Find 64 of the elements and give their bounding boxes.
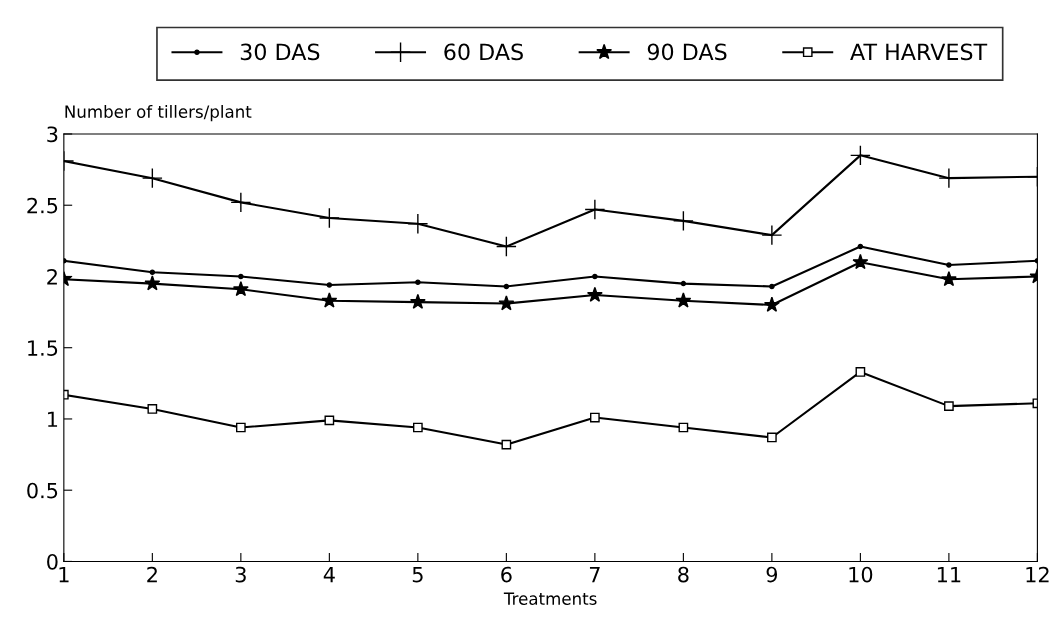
point bbox=[63, 258, 67, 264]
point bbox=[144, 275, 161, 291]
point bbox=[498, 295, 515, 311]
point bbox=[586, 286, 603, 302]
x-tick-label: 8 bbox=[678, 566, 689, 583]
point bbox=[584, 199, 606, 220]
y-tick-label: 2.5 bbox=[27, 197, 58, 214]
point bbox=[769, 283, 775, 290]
x-tick-label: 11 bbox=[937, 566, 961, 583]
x-tick-label: 3 bbox=[235, 566, 246, 583]
point bbox=[940, 270, 957, 287]
point bbox=[849, 144, 871, 166]
y-axis-title: Number of tillers/plant bbox=[65, 105, 252, 122]
point bbox=[680, 280, 687, 287]
point bbox=[761, 224, 783, 246]
point bbox=[855, 367, 866, 377]
y-tick-label: 1 bbox=[48, 411, 58, 427]
point bbox=[763, 296, 780, 312]
point bbox=[147, 404, 158, 414]
legend-label: 90 DAS bbox=[647, 43, 727, 61]
point bbox=[495, 236, 517, 257]
x-axis-title: Treatments bbox=[503, 592, 597, 605]
point bbox=[238, 273, 244, 280]
point bbox=[672, 210, 694, 232]
point bbox=[503, 283, 510, 290]
legend-label: 30 DAS bbox=[240, 43, 320, 61]
point bbox=[230, 191, 252, 213]
point bbox=[321, 292, 338, 308]
y-tick-label: 0 bbox=[47, 553, 58, 570]
point bbox=[413, 422, 423, 433]
x-tick-label: 9 bbox=[766, 566, 778, 583]
x-tick-label: 7 bbox=[589, 566, 600, 583]
point bbox=[409, 293, 426, 309]
point bbox=[324, 415, 335, 426]
x-tick-label: 6 bbox=[501, 566, 512, 583]
point bbox=[318, 207, 340, 229]
point bbox=[415, 279, 421, 285]
point bbox=[232, 280, 249, 297]
point bbox=[235, 422, 246, 433]
legend-label: AT HARVEST bbox=[850, 43, 988, 61]
y-tick-label: 2 bbox=[47, 268, 57, 285]
y-tick-label: 3 bbox=[47, 126, 58, 143]
point bbox=[407, 213, 429, 235]
x-tick-label: 12 bbox=[1026, 566, 1049, 583]
y-tick-label: 1.5 bbox=[28, 340, 58, 356]
point bbox=[944, 401, 954, 411]
x-tick-label: 1 bbox=[59, 566, 69, 583]
point bbox=[141, 167, 163, 189]
point bbox=[590, 412, 600, 423]
point bbox=[592, 273, 598, 280]
point bbox=[675, 292, 692, 308]
x-tick-label: 5 bbox=[412, 566, 423, 583]
y-tick-label: 0.5 bbox=[27, 482, 58, 499]
point bbox=[149, 269, 156, 275]
x-tick-label: 10 bbox=[849, 566, 873, 583]
point bbox=[767, 432, 777, 443]
point bbox=[857, 243, 864, 250]
line-series bbox=[63, 243, 1038, 290]
point bbox=[326, 282, 333, 288]
point bbox=[852, 253, 869, 270]
point bbox=[946, 262, 952, 268]
legend-label: 60 DAS bbox=[444, 43, 523, 61]
x-tick-label: 4 bbox=[323, 566, 335, 583]
x-tick-label: 2 bbox=[147, 566, 157, 583]
